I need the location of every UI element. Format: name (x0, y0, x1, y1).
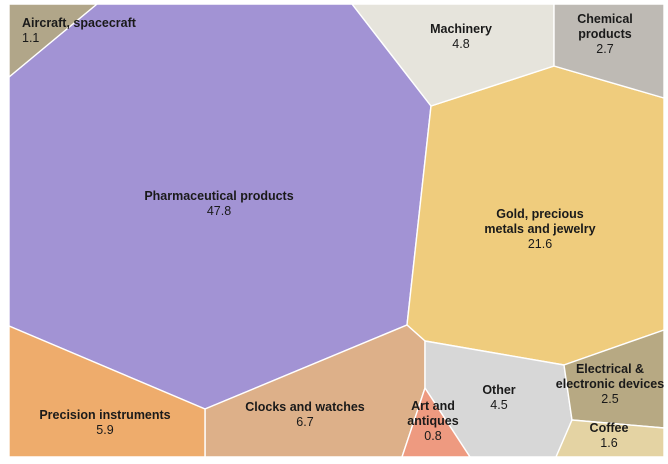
label-aircraft: Aircraft, spacecraft 1.1 (22, 16, 137, 45)
cell-art (401, 387, 471, 458)
value-label: 21.6 (528, 237, 552, 251)
label-other: Other 4.5 (482, 383, 515, 412)
cell-precision (8, 325, 206, 458)
label-coffee: Coffee 1.6 (590, 421, 629, 450)
value-label: 47.8 (207, 204, 231, 218)
label-name-line: Aircraft, spacecraft (22, 16, 137, 30)
label-name-line: Clocks and watches (245, 400, 365, 414)
value-label: 2.5 (601, 392, 618, 406)
label-name-line: Machinery (430, 22, 492, 36)
value-label: 0.8 (424, 429, 441, 443)
label-name-line: Art and (411, 399, 455, 413)
label-name-line: Gold, precious (496, 207, 584, 221)
label-name-line: Pharmaceutical products (144, 189, 293, 203)
cell-coffee (555, 419, 665, 458)
label-electrical: Electrical & electronic devices 2.5 (556, 362, 664, 406)
value-label: 6.7 (296, 415, 313, 429)
label-name-line: Coffee (590, 421, 629, 435)
labels-layer: Pharmaceutical products 47.8 Gold, preciou… (22, 12, 664, 450)
value-label: 4.5 (490, 398, 507, 412)
label-art: Art and antiques 0.8 (407, 399, 458, 443)
label-clocks: Clocks and watches 6.7 (245, 400, 365, 429)
value-label: 1.1 (22, 31, 39, 45)
label-name-line: products (578, 27, 632, 41)
label-name-line: Chemical (577, 12, 633, 26)
value-label: 5.9 (96, 423, 113, 437)
label-name-line: Precision instruments (39, 408, 170, 422)
cells-layer (8, 3, 665, 458)
label-gold: Gold, precious metals and jewelry 21.6 (484, 207, 595, 251)
label-chemical: Chemical products 2.7 (577, 12, 633, 56)
label-name-line: antiques (407, 414, 458, 428)
label-name-line: metals and jewelry (484, 222, 595, 236)
value-label: 4.8 (452, 37, 469, 51)
label-machinery: Machinery 4.8 (430, 22, 492, 51)
label-name-line: Other (482, 383, 515, 397)
cell-chemical (553, 3, 665, 99)
label-precision: Precision instruments 5.9 (39, 408, 170, 437)
cell-aircraft (8, 3, 98, 78)
label-pharma: Pharmaceutical products 47.8 (144, 189, 293, 218)
label-name-line: electronic devices (556, 377, 664, 391)
value-label: 2.7 (596, 42, 613, 56)
value-label: 1.6 (600, 436, 617, 450)
label-name-line: Electrical & (576, 362, 644, 376)
